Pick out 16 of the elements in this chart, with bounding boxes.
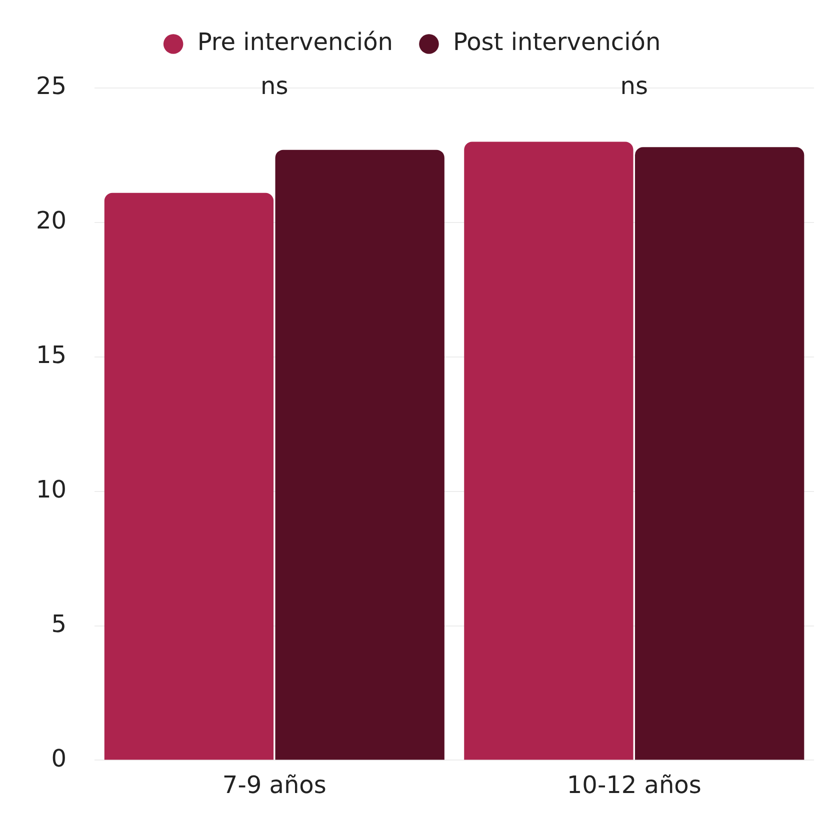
bar — [104, 192, 274, 760]
bar — [464, 142, 634, 760]
y-tick-label: 15 — [36, 341, 67, 370]
y-tick-label: 10 — [36, 476, 67, 504]
bar — [634, 147, 804, 760]
y-tick-label: 25 — [36, 72, 67, 100]
bar — [275, 150, 444, 760]
legend-label: Pre intervención — [197, 28, 393, 56]
annotation: ns — [260, 72, 288, 100]
annotation: ns — [620, 72, 648, 100]
y-tick-label: 5 — [51, 610, 67, 638]
legend-label: Post intervención — [452, 28, 661, 56]
y-tick-label: 20 — [36, 206, 67, 235]
x-tick-label: 7-9 años — [222, 770, 326, 799]
y-tick-label: 0 — [51, 744, 67, 772]
x-tick-label: 10-12 años — [566, 770, 702, 799]
